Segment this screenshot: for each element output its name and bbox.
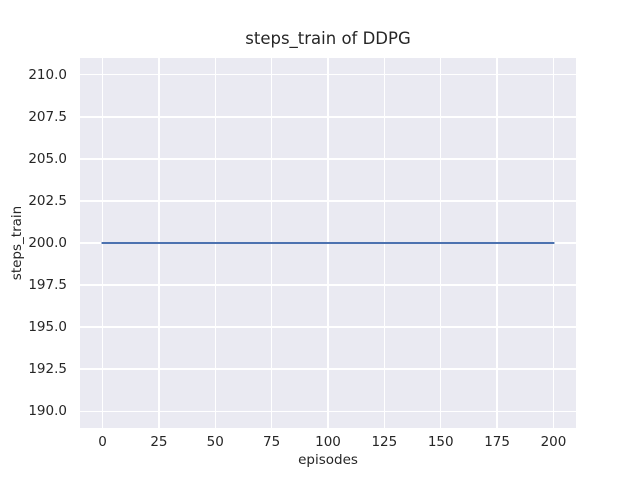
y-tick-label: 202.5	[28, 192, 67, 209]
x-tick-label: 0	[98, 434, 107, 450]
y-tick-label: 207.5	[28, 108, 67, 125]
x-tick-label: 175	[484, 434, 510, 450]
y-tick-label: 195.0	[28, 318, 67, 335]
gridline-horizontal	[80, 200, 576, 202]
gridline-horizontal	[80, 326, 576, 328]
gridline-horizontal	[80, 368, 576, 370]
y-tick-label: 200.0	[28, 234, 67, 251]
x-tick-label: 25	[150, 434, 168, 450]
gridline-horizontal	[80, 284, 576, 286]
y-tick-label: 205.0	[28, 150, 67, 167]
x-tick-label: 200	[540, 434, 567, 450]
x-tick-label: 50	[206, 434, 224, 450]
x-axis-label: episodes	[298, 452, 358, 468]
series-line-svg	[101, 242, 555, 244]
x-tick-label: 75	[263, 434, 281, 450]
y-tick-label: 190.0	[28, 403, 67, 420]
gridline-horizontal	[80, 410, 576, 412]
y-tick-label: 210.0	[28, 66, 67, 83]
x-tick-label: 125	[371, 434, 398, 450]
y-axis-label: steps_train	[9, 205, 25, 281]
gridline-horizontal	[80, 158, 576, 160]
x-tick-label: 100	[315, 434, 341, 450]
plot-area	[80, 58, 576, 428]
chart-title: steps_train of DDPG	[245, 29, 411, 48]
x-tick-label: 150	[427, 434, 454, 450]
gridline-horizontal	[80, 116, 576, 118]
y-tick-label: 197.5	[28, 276, 67, 293]
gridline-horizontal	[80, 74, 576, 76]
y-tick-label: 192.5	[28, 361, 67, 378]
